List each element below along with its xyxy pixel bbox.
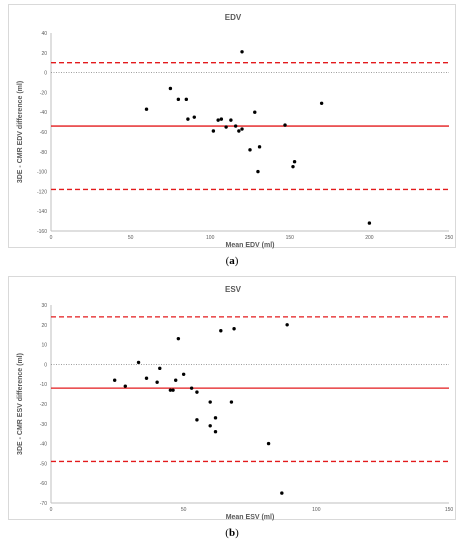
chartb-data-point (232, 327, 236, 331)
charta-y-tick-label: -20 (40, 90, 47, 96)
charta-x-tick-label: 150 (286, 235, 295, 241)
charta-data-point (240, 127, 244, 131)
edv-bland-altman-chart: EDV -160 -140 -120 -100 -80 -60 -40 -20 0 20 40 0 50 1… (17, 13, 454, 249)
charta-y-tick-label: -160 (37, 229, 47, 235)
charta-data-point (253, 110, 257, 114)
chartb-x-tick-label: 100 (312, 507, 321, 513)
chartb-data-point (208, 424, 212, 428)
chartb-y-tick-label: -50 (40, 461, 47, 467)
figure-caption-a: (a) (225, 255, 239, 267)
charta-data-point (367, 221, 372, 225)
chartb-data-point (280, 491, 284, 495)
charta-data-point (319, 101, 324, 105)
charta-x-axis-label: Mean EDV (ml) (225, 242, 274, 249)
chartb-data-point (158, 366, 162, 371)
chartb-data-point (285, 323, 289, 327)
chartb-data-point (181, 372, 186, 376)
charta-y-tick-label: 20 (41, 51, 47, 57)
chartb-data-point (195, 390, 199, 394)
charta-data-point (144, 107, 149, 111)
charta-data-point (283, 123, 287, 127)
charta-y-tick-label: 40 (41, 31, 47, 37)
charta-y-tick-label: -100 (37, 170, 47, 176)
chartb-y-tick-label: -20 (40, 402, 47, 408)
chartb-data-point (176, 336, 181, 341)
chartb-data-point (266, 441, 271, 446)
charta-y-tick-label: -120 (37, 189, 47, 195)
chartb-x-axis-label: Mean ESV (ml) (226, 514, 275, 521)
caption-letter-b: b (228, 527, 236, 539)
chartb-y-tick-label: -40 (40, 442, 47, 448)
chartb-y-tick-label: 0 (44, 362, 47, 368)
charta-data-point (256, 169, 260, 174)
charta-data-point (216, 118, 220, 122)
charta-x-tick-label: 50 (128, 235, 134, 241)
chartb-x-tick-label: 0 (50, 507, 53, 513)
charta-title: EDV (225, 13, 242, 22)
charta-data-point (237, 129, 241, 133)
charta-x-tick-label: 200 (365, 235, 374, 241)
chartb-title: ESV (225, 285, 242, 294)
chartb-data-point (112, 378, 117, 382)
chartb-x-tick-label: 150 (445, 507, 454, 513)
chart-panel-esv: ESV -70 -60 -50 -40 -30 -20 -10 0 10 20 30 0 50 100 150… (8, 276, 456, 521)
chartb-data-point (208, 400, 212, 404)
charta-x-tick-label: 0 (50, 235, 53, 241)
charta-data-point (257, 145, 262, 149)
chartb-data-point (144, 376, 149, 380)
caption-letter-a: a (229, 255, 235, 267)
charta-y-tick-label: 0 (44, 71, 47, 77)
charta-data-point (229, 118, 233, 122)
charta-data-point (224, 125, 228, 129)
charta-data-point (292, 160, 297, 164)
chartb-data-point (174, 378, 178, 382)
charta-data-point (184, 97, 189, 102)
charta-data-point (192, 115, 196, 119)
chartb-data-point (229, 400, 234, 404)
chart-panel-edv: EDV -160 -140 -120 -100 -80 -60 -40 -20 0 20 40 0 50 1… (8, 4, 456, 249)
charta-y-tick-label: -40 (40, 110, 47, 116)
chartb-y-tick-label: 10 (41, 343, 47, 349)
charta-data-point (219, 117, 224, 121)
charta-data-point (291, 164, 295, 169)
chartb-data-point (136, 360, 141, 365)
chartb-y-axis-label: 3DE - CMR ESV difference (ml) (17, 353, 24, 455)
charta-y-tick-label: -60 (40, 130, 47, 136)
charta-data-point (176, 97, 181, 102)
chartb-data-point (171, 388, 175, 392)
chartb-y-tick-label: -60 (40, 481, 47, 487)
chartb-data-point (213, 416, 218, 420)
chartb-y-tick-label: -10 (40, 382, 47, 388)
charta-data-point (186, 117, 190, 121)
charta-y-axis-label: 3DE - CMR EDV difference (ml) (17, 81, 24, 183)
charta-x-tick-label: 250 (445, 235, 454, 241)
charta-data-point (240, 50, 244, 54)
chartb-data-point (123, 384, 127, 388)
chartb-y-tick-label: 20 (41, 323, 47, 329)
charta-data-point (233, 124, 238, 128)
charta-x-tick-label: 100 (206, 235, 215, 241)
charta-data-point (211, 129, 216, 133)
chartb-data-point (195, 418, 199, 422)
chartb-data-point (189, 386, 194, 390)
charta-data-point (248, 148, 252, 152)
chartb-x-tick-label: 50 (181, 507, 187, 513)
chartb-data-point (213, 430, 218, 434)
chartb-y-tick-label: -70 (40, 501, 47, 507)
charta-y-tick-label: -80 (40, 150, 47, 156)
chartb-y-tick-label: -30 (40, 422, 47, 428)
charta-y-tick-label: -140 (37, 209, 47, 215)
charta-data-point (168, 86, 173, 91)
chartb-data-point (219, 329, 223, 333)
chartb-data-point (155, 380, 159, 384)
chartb-y-tick-label: 30 (41, 303, 47, 309)
chartb-data-point (168, 388, 173, 392)
figure-caption-b: (b) (225, 527, 239, 539)
esv-bland-altman-chart: ESV -70 -60 -50 -40 -30 -20 -10 0 10 20 30 0 50 100 150… (17, 285, 454, 521)
